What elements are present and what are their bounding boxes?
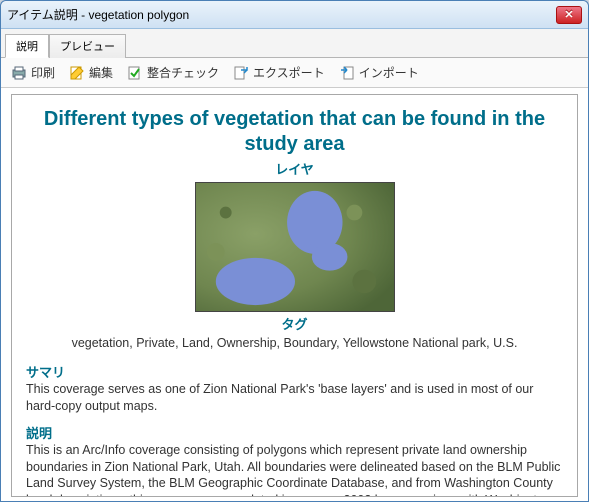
import-button[interactable]: インポート [339, 64, 419, 81]
content-panel: Different types of vegetation that can b… [1, 88, 588, 501]
tab-strip: 説明 プレビュー [1, 29, 588, 58]
description-text: This is an Arc/Info coverage consisting … [26, 442, 563, 497]
print-icon [11, 65, 27, 81]
edit-icon [69, 65, 85, 81]
import-label: インポート [359, 64, 419, 81]
close-button[interactable]: ✕ [556, 6, 582, 24]
validate-button[interactable]: 整合チェック [127, 64, 219, 81]
export-button[interactable]: エクスポート [233, 64, 325, 81]
content-scroll[interactable]: Different types of vegetation that can b… [11, 94, 578, 497]
thumbnail-image [195, 182, 395, 312]
window-title: アイテム説明 - vegetation polygon [7, 6, 556, 23]
print-label: 印刷 [31, 64, 55, 81]
validate-label: 整合チェック [147, 64, 219, 81]
validate-icon [127, 65, 143, 81]
export-label: エクスポート [253, 64, 325, 81]
print-button[interactable]: 印刷 [11, 64, 55, 81]
summary-heading: サマリ [26, 362, 563, 381]
edit-label: 編集 [89, 64, 113, 81]
titlebar: アイテム説明 - vegetation polygon ✕ [1, 1, 588, 29]
toolbar: 印刷 編集 整合チェック エクスポート インポート [1, 58, 588, 88]
description-heading: 説明 [26, 423, 563, 442]
tab-preview[interactable]: プレビュー [49, 34, 126, 58]
window-frame: アイテム説明 - vegetation polygon ✕ 説明 プレビュー 印… [0, 0, 589, 502]
tags-label: タグ [26, 314, 563, 333]
page-title: Different types of vegetation that can b… [26, 107, 563, 157]
import-icon [339, 65, 355, 81]
export-icon [233, 65, 249, 81]
tags-text: vegetation, Private, Land, Ownership, Bo… [26, 335, 563, 352]
layer-label: レイヤ [26, 159, 563, 178]
summary-text: This coverage serves as one of Zion Nati… [26, 381, 563, 415]
edit-button[interactable]: 編集 [69, 64, 113, 81]
tab-description[interactable]: 説明 [5, 34, 49, 58]
